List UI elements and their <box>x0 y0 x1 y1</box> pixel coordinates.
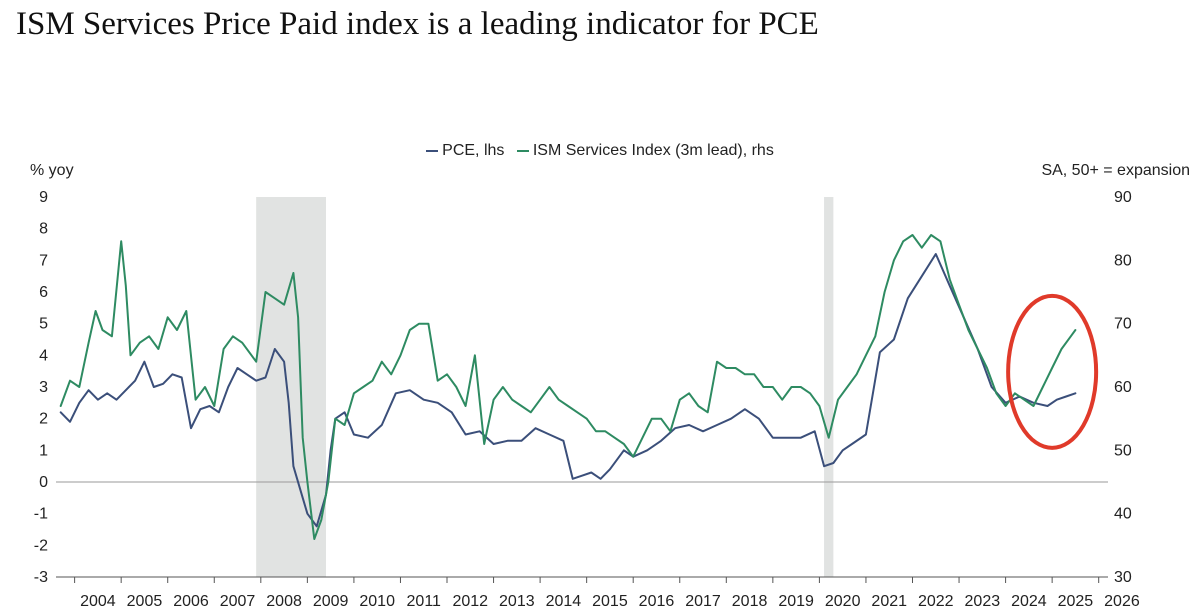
x-tick-label-2007: 2007 <box>220 593 256 610</box>
y-left-tick-label-6: 6 <box>39 284 48 301</box>
y-right-tick-label-70: 70 <box>1114 316 1132 333</box>
x-tick-label-2012: 2012 <box>452 593 488 610</box>
x-tick-label-2026: 2026 <box>1104 593 1140 610</box>
series-line-ism <box>59 234 1077 540</box>
x-tick-label-2023: 2023 <box>965 593 1001 610</box>
y-left-tick-label--1: -1 <box>34 506 48 523</box>
y-right-tick-label-80: 80 <box>1114 252 1132 269</box>
legend-label-pce: PCE, lhs <box>442 142 505 159</box>
x-tick-label-2009: 2009 <box>313 593 349 610</box>
legend-item-ism: ISM Services Index (3m lead), rhs <box>516 142 774 160</box>
y-right-tick-label-90: 90 <box>1114 189 1132 206</box>
y-left-tick-label-2: 2 <box>39 411 48 428</box>
y-right-tick-label-40: 40 <box>1114 506 1132 523</box>
y-left-tick-label-1: 1 <box>39 442 48 459</box>
recession-band-1 <box>824 197 834 577</box>
chart-title: ISM Services Price Paid index is a leadi… <box>16 6 819 42</box>
x-tick-label-2010: 2010 <box>359 593 395 610</box>
y-right-tick-label-30: 30 <box>1114 569 1132 586</box>
x-tick-label-2006: 2006 <box>173 593 209 610</box>
x-tick-label-2008: 2008 <box>266 593 302 610</box>
y-left-tick-label-9: 9 <box>39 189 48 206</box>
x-tick-label-2017: 2017 <box>685 593 721 610</box>
x-tick-label-2024: 2024 <box>1011 593 1047 610</box>
y-right-tick-label-60: 60 <box>1114 379 1132 396</box>
legend-swatch-pce <box>426 149 439 152</box>
x-tick-label-2015: 2015 <box>592 593 628 610</box>
highlight-ellipse <box>1006 293 1099 450</box>
y-left-tick-label-7: 7 <box>39 252 48 269</box>
y-left-tick-label--3: -3 <box>34 569 48 586</box>
y-right-tick-label-50: 50 <box>1114 442 1132 459</box>
legend-swatch-ism <box>516 149 529 152</box>
x-tick-label-2004: 2004 <box>80 593 116 610</box>
x-tick-label-2014: 2014 <box>546 593 582 610</box>
x-tick-label-2005: 2005 <box>127 593 163 610</box>
x-tick-label-2020: 2020 <box>825 593 861 610</box>
y-left-tick-label-0: 0 <box>39 474 48 491</box>
x-tick-label-2019: 2019 <box>778 593 814 610</box>
legend-label-ism: ISM Services Index (3m lead), rhs <box>532 142 774 159</box>
series-line-pce <box>59 253 1077 528</box>
x-tick-label-2016: 2016 <box>639 593 675 610</box>
y-left-tick-label-5: 5 <box>39 316 48 333</box>
y-left-tick-label--2: -2 <box>34 537 48 554</box>
right-axis-title: SA, 50+ = expansion <box>1041 162 1190 179</box>
x-tick-label-2022: 2022 <box>918 593 954 610</box>
y-left-tick-label-3: 3 <box>39 379 48 396</box>
x-tick-label-2021: 2021 <box>871 593 907 610</box>
left-axis-title: % yoy <box>30 162 74 179</box>
y-left-tick-label-4: 4 <box>39 347 48 364</box>
x-tick-label-2013: 2013 <box>499 593 535 610</box>
legend-item-pce: PCE, lhs <box>426 142 504 160</box>
y-left-tick-label-8: 8 <box>39 221 48 238</box>
chart-legend: PCE, lhs ISM Services Index (3m lead), r… <box>0 142 1200 160</box>
x-tick-label-2025: 2025 <box>1058 593 1094 610</box>
recession-band-0 <box>256 197 326 577</box>
x-tick-label-2018: 2018 <box>732 593 768 610</box>
x-tick-label-2011: 2011 <box>407 593 442 610</box>
